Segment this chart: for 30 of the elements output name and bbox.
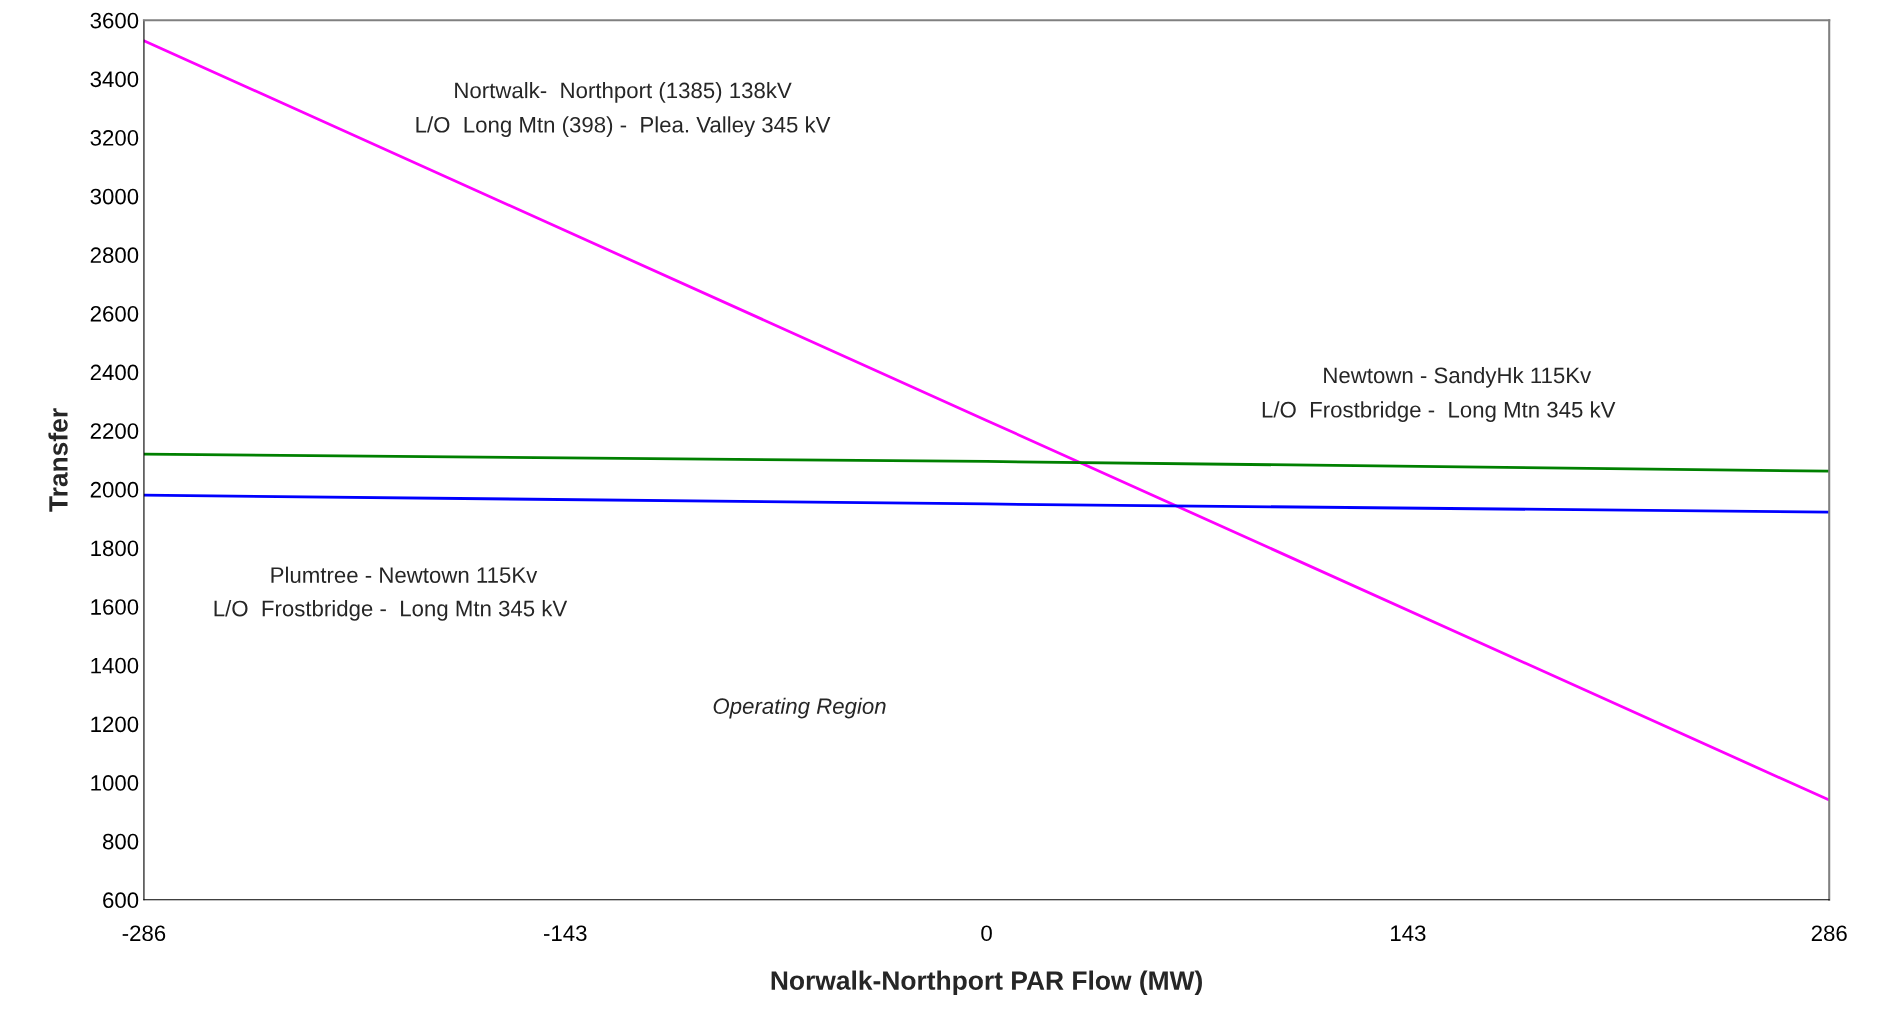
annotation: Operating Region <box>713 697 886 719</box>
annotation: L/O Frostbridge - Long Mtn 345 kV <box>1262 401 1616 422</box>
x-tick-label: 143 <box>1391 925 1426 942</box>
y-tick-label: 3000 <box>90 188 139 205</box>
x-tick-label: -286 <box>122 925 166 942</box>
y-tick-label: 3400 <box>90 71 139 88</box>
annotation: L/O Long Mtn (398) - Plea. Valley 345 kV <box>416 116 831 138</box>
y-tick-label: 2400 <box>90 364 139 381</box>
y-tick-label: 1000 <box>91 775 139 791</box>
y-tick-label: 2600 <box>90 305 139 322</box>
y-tick-label: 2200 <box>90 423 139 439</box>
y-tick-label: 600 <box>103 892 139 909</box>
y-tick-label: 1200 <box>91 716 139 733</box>
x-axis-title: Norwalk-Northport PAR Flow (MW) <box>771 970 1202 996</box>
y-tick-label: 1800 <box>91 540 139 557</box>
y-tick-label: 3600 <box>90 12 139 29</box>
x-tick-label: 0 <box>981 925 992 942</box>
annotation: Plumtree - Newtown 115Kv <box>271 566 538 583</box>
y-tick-label: 2800 <box>90 247 139 264</box>
y-tick-label: 1400 <box>91 657 139 674</box>
annotation: Nortwalk- Northport (1385) 138kV <box>455 81 792 103</box>
x-tick-label: 286 <box>1811 925 1847 942</box>
x-tick-label: -143 <box>544 925 587 942</box>
annotation: L/O Frostbridge - Long Mtn 345 kV <box>214 600 568 621</box>
y-tick-label: 800 <box>102 833 139 850</box>
y-axis-title: Transfer <box>48 408 68 512</box>
y-tick-label: 2000 <box>90 481 139 498</box>
y-tick-label: 1600 <box>91 599 139 615</box>
annotation: Newtown - SandyHk 115Kv <box>1324 366 1592 388</box>
y-tick-label: 3200 <box>90 130 139 146</box>
